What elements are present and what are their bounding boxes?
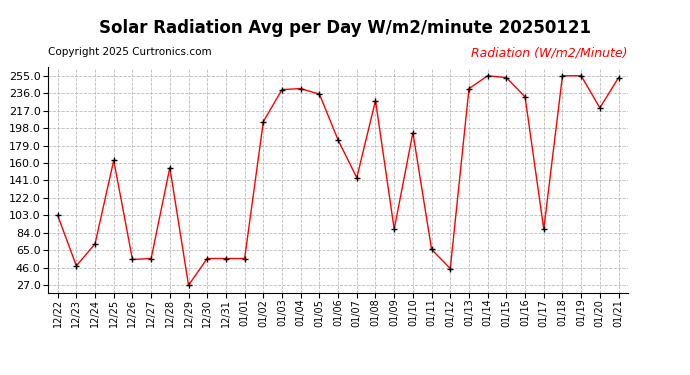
Text: Solar Radiation Avg per Day W/m2/minute 20250121: Solar Radiation Avg per Day W/m2/minute … <box>99 19 591 37</box>
Text: Copyright 2025 Curtronics.com: Copyright 2025 Curtronics.com <box>48 47 212 57</box>
Text: Radiation (W/m2/Minute): Radiation (W/m2/Minute) <box>471 47 628 60</box>
